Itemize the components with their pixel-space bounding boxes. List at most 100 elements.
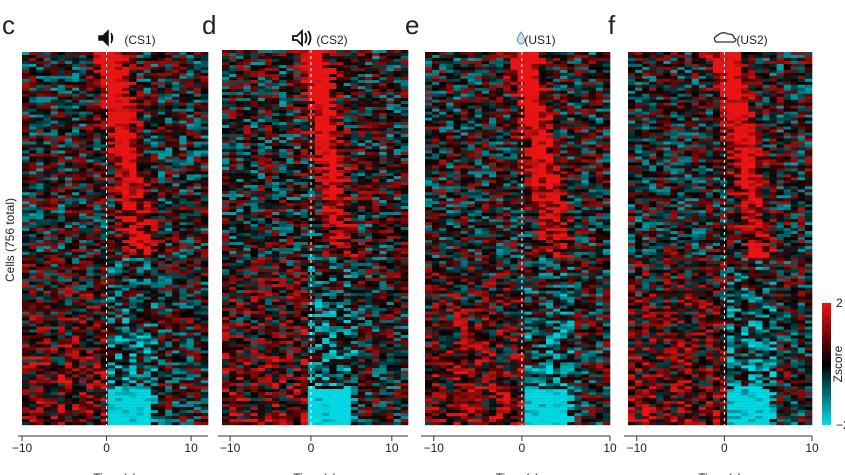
heatmap-cell [57,165,66,169]
heatmap-cell [236,65,244,69]
heatmap-cell [100,78,109,83]
heatmap-cell [100,422,109,426]
heatmap-cell [86,129,94,133]
heatmap-cell [100,341,109,345]
heatmap-cell [264,125,273,129]
heatmap-cell [50,407,59,411]
heatmap-cell [193,63,202,68]
heatmap-cell [107,66,116,71]
heatmap-cell [136,350,144,354]
heatmap-cell [250,59,259,63]
heatmap-cell [79,281,87,285]
heatmap-cell [72,302,80,306]
heatmap-cell [157,314,166,318]
heatmap-cell [129,234,137,238]
heatmap-cell [150,260,159,265]
heatmap-cell [29,353,37,357]
heatmap-cell [322,227,330,231]
heatmap-cell [157,320,166,324]
heatmap-cell [72,344,80,348]
heatmap-cell [129,332,137,336]
heatmap-cell [400,164,409,168]
heatmap-cell [307,137,316,141]
heatmap-cell [250,110,259,114]
heatmap-cell [22,63,30,68]
heatmap-cell [143,60,152,65]
heatmap-cell [72,195,80,199]
heatmap-cell [236,110,244,114]
heatmap-cell [150,350,159,354]
heatmap-cell [165,87,173,91]
heatmap-cell [365,92,373,96]
heatmap-cell [186,242,194,247]
heatmap-cell [36,201,44,205]
heatmap-cell [393,167,402,171]
heatmap-cell [143,341,152,345]
heatmap-cell [365,203,373,207]
heatmap-cell [143,87,152,91]
heatmap-cell [93,84,101,88]
heatmap-cell [264,113,273,117]
heatmap-cell [165,54,173,59]
heatmap-cell [36,192,44,196]
heatmap-cell [300,233,309,237]
heatmap-cell [229,137,237,141]
heatmap-cell [115,60,123,65]
heatmap-cell [222,56,230,60]
heatmap-cell [79,210,87,214]
heatmap-cell [36,335,44,339]
heatmap-cell [93,350,101,354]
heatmap-cell [229,188,237,192]
heatmap-cell [122,353,130,357]
heatmap-cell [257,110,266,114]
colorbar-tick-label: 2 [836,296,843,310]
heatmap-cell [186,150,194,154]
heatmap-cell [157,356,166,360]
heatmap-cell [357,146,366,150]
heatmap-cell [343,80,352,84]
heatmap-cell [172,329,180,333]
heatmap-cell [293,89,301,93]
heatmap-cell [22,329,30,333]
heatmap-cell [86,90,94,94]
heatmap-cell [100,171,109,175]
heatmap-cell [264,200,273,204]
heatmap-cell [250,206,259,210]
heatmap-cell [100,257,109,262]
heatmap-cell [379,71,387,75]
heatmap-cell [36,329,44,333]
heatmap-cell [122,305,130,309]
heatmap-cell [343,101,352,105]
heatmap-cell [264,80,273,84]
heatmap-cell [393,224,402,228]
heatmap-cell [322,143,330,147]
heatmap-cell [350,230,359,234]
heatmap-cell [293,86,301,90]
heatmap-cell [72,234,80,238]
heatmap-cell [393,242,402,246]
heatmap-cell [272,110,280,114]
heatmap-cell [72,219,80,223]
heatmap-cell [22,60,30,65]
heatmap-cell [22,260,30,265]
heatmap-cell [50,299,59,303]
heatmap-cell [243,134,251,138]
heatmap-cell [129,168,137,172]
heatmap-cell [72,275,80,279]
heatmap-cell [79,204,87,208]
heatmap-cell [29,413,37,417]
heatmap-cell [43,54,51,59]
heatmap-cell [279,203,287,207]
heatmap-cell [165,356,173,360]
heatmap-cell [100,272,109,276]
heatmap-cell [129,302,137,306]
heatmap-cell [22,195,30,199]
heatmap-cell [150,392,159,396]
heatmap-cell [122,108,130,112]
heatmap-cell [293,158,301,162]
heatmap-cell [172,341,180,345]
heatmap-cell [272,68,280,72]
heatmap-cell [315,107,323,111]
heatmap-cell [236,188,244,192]
heatmap-cell [150,356,159,360]
